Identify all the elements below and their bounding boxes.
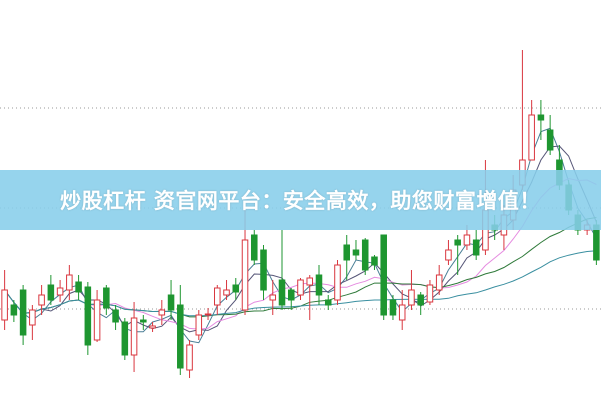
candle-body	[149, 325, 156, 329]
moving-average-line	[4, 127, 597, 344]
candle-body	[537, 114, 545, 121]
candle-body	[324, 299, 332, 306]
candle-body	[66, 274, 73, 291]
candle-body	[112, 309, 119, 323]
candle-body	[472, 239, 480, 256]
candle-body	[232, 284, 240, 293]
candle-body	[195, 314, 203, 336]
promo-banner: 炒股杠杆 资官网平台：安全高效，助您财富增值！	[0, 170, 601, 230]
candle-body	[121, 321, 129, 356]
candle-body	[47, 284, 55, 301]
candle-body	[445, 249, 452, 261]
candle-body	[287, 289, 295, 301]
candle-body	[389, 299, 397, 316]
candle-body	[417, 294, 424, 306]
candle-body	[29, 309, 36, 326]
candle-body	[269, 294, 277, 301]
candle-body	[241, 239, 249, 311]
candle-body	[1, 289, 8, 321]
candle-body	[315, 274, 323, 296]
candle-body	[167, 294, 175, 311]
candle-body	[343, 244, 351, 261]
candle-body	[223, 289, 230, 296]
candle-body	[334, 264, 341, 301]
candle-body	[408, 289, 415, 306]
candle-body	[140, 319, 147, 323]
candle-body	[10, 304, 18, 316]
candle-body	[19, 289, 27, 336]
candle-body	[158, 309, 166, 316]
banner-text: 炒股杠杆 资官网平台：安全高效，助您财富增值！	[60, 189, 541, 213]
candle-body	[546, 129, 554, 151]
candle-body	[260, 249, 267, 291]
candle-body	[398, 304, 406, 321]
candle-body	[204, 313, 212, 316]
candle-body	[93, 299, 101, 341]
candle-body	[426, 284, 434, 303]
candle-body	[130, 317, 138, 356]
candle-body	[454, 239, 461, 246]
candle-body	[278, 279, 286, 306]
candle-body	[371, 256, 378, 266]
candle-body	[352, 249, 360, 256]
candle-body	[593, 224, 600, 261]
candle-body	[186, 344, 193, 371]
candle-body	[463, 234, 471, 246]
candle-body	[103, 287, 110, 309]
candle-body	[380, 234, 387, 316]
candle-body	[250, 234, 258, 261]
candle-body	[75, 281, 82, 293]
candle-body	[177, 304, 184, 369]
candle-body	[435, 274, 443, 291]
candle-body	[306, 277, 314, 286]
candle-body	[84, 286, 92, 346]
moving-average-line	[4, 217, 597, 318]
candle-body	[38, 294, 45, 306]
candle-body	[528, 114, 535, 161]
candle-body	[214, 287, 221, 306]
candle-body	[297, 279, 304, 296]
candle-body	[361, 239, 369, 271]
candle-body	[56, 287, 64, 296]
